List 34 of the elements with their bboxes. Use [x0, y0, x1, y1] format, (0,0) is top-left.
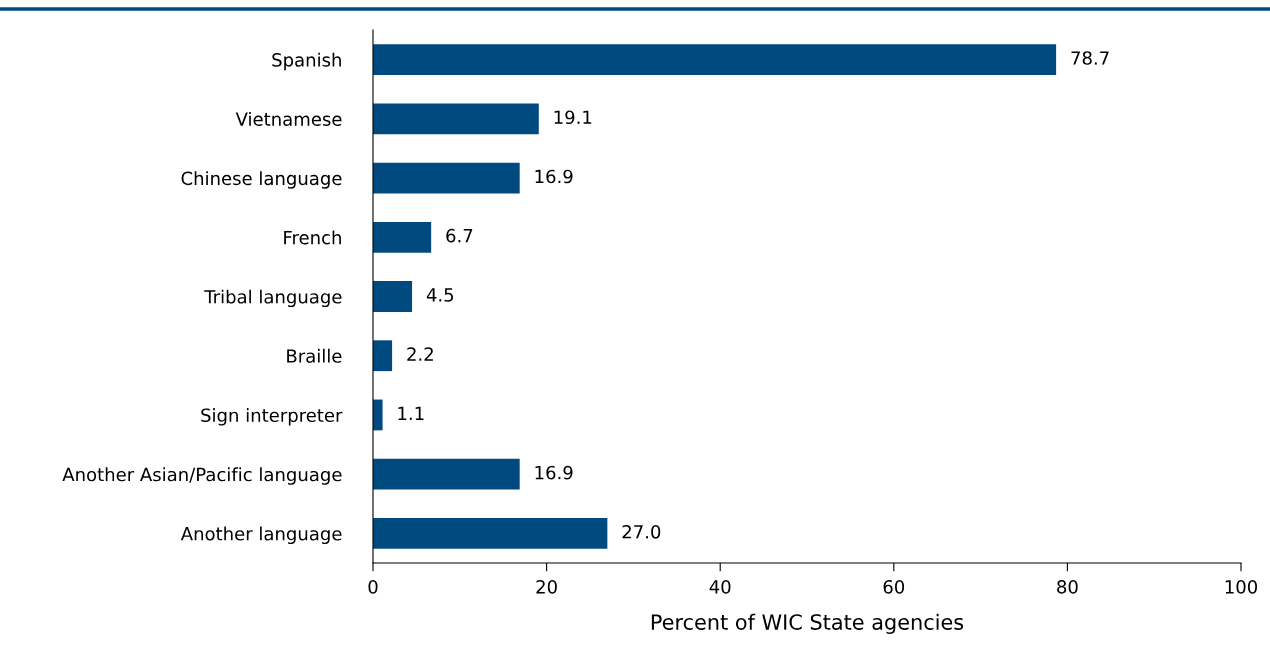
y-tick-label: Spanish: [272, 52, 341, 71]
bar: [373, 458, 520, 490]
x-axis-title: Percent of WIC State agencies: [651, 613, 964, 634]
y-tick-label: Chinese language: [181, 171, 342, 189]
bar: [373, 399, 383, 431]
y-tick-label: French: [284, 230, 341, 245]
data-label: 2.2: [407, 347, 433, 361]
bar: [373, 44, 1057, 76]
data-label: 16.9: [535, 465, 573, 480]
x-tick-label: 60: [883, 579, 905, 594]
y-tick-label: Another Asian/Pacific language: [62, 467, 342, 485]
x-tick-label: 100: [1225, 579, 1258, 594]
data-label: 16.9: [535, 169, 573, 184]
data-label: 78.7: [1071, 51, 1109, 65]
bar: [373, 340, 393, 372]
y-tick-label: Another language: [180, 526, 342, 544]
y-tick-label: Vietnamese: [235, 111, 342, 126]
x-tick-label: 20: [536, 579, 557, 594]
bar: [373, 517, 608, 549]
data-label: 4.5: [426, 288, 454, 302]
bar: [373, 281, 413, 312]
data-label: 27.0: [622, 524, 661, 539]
data-label: 19.1: [554, 110, 592, 125]
y-tick-label: Braille: [287, 348, 342, 363]
x-tick-label: 0: [368, 579, 378, 594]
y-tick-label: Tribal language: [204, 289, 342, 308]
data-label: 6.7: [446, 228, 473, 243]
bar: [373, 162, 520, 194]
data-label: 1.1: [398, 406, 424, 420]
y-tick-label: Sign interpreter: [201, 408, 343, 426]
x-tick-label: 40: [709, 579, 731, 594]
bar: [373, 221, 432, 253]
x-tick-label: 80: [1057, 579, 1078, 594]
bar: [373, 103, 539, 135]
